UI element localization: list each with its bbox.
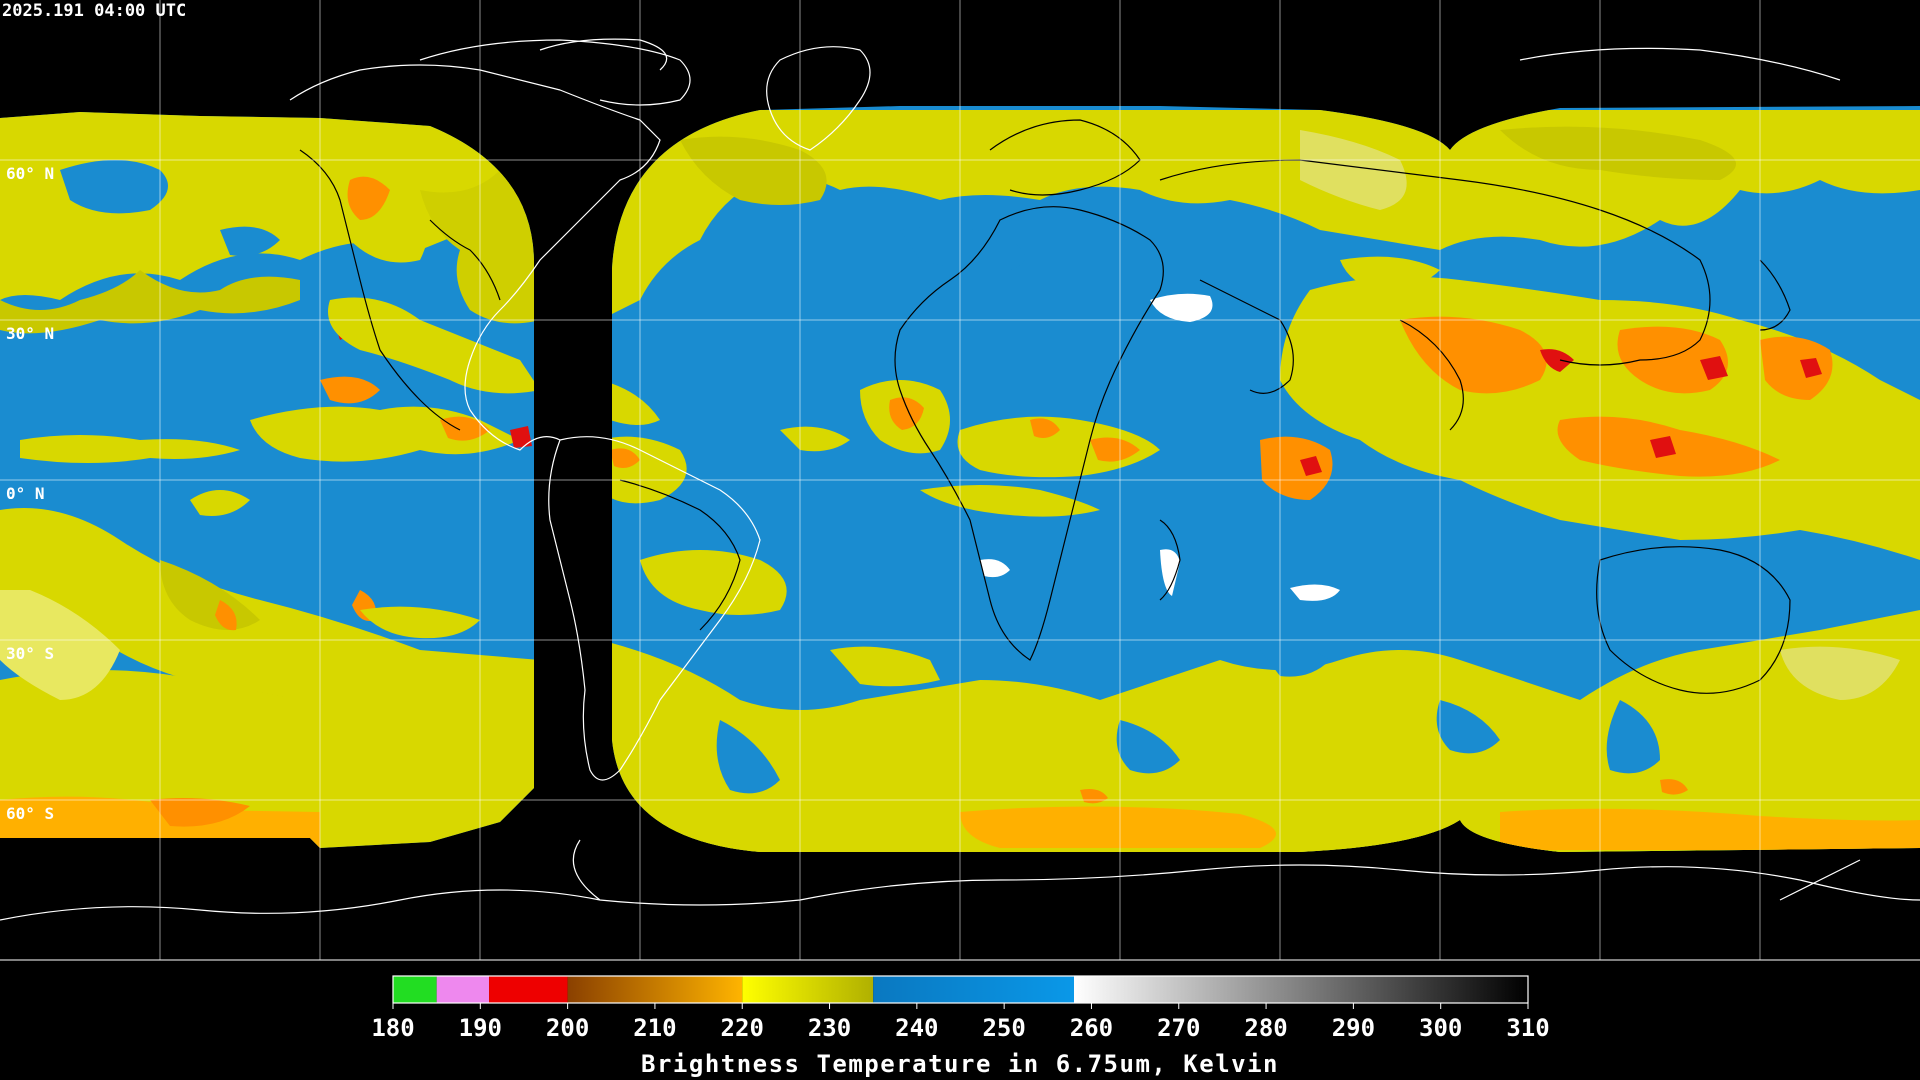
colorbar-tick-label: 220	[721, 1014, 764, 1042]
timestamp: 2025.191 04:00 UTC	[2, 1, 186, 21]
coastlines	[0, 38, 1920, 921]
colorbar-tick-label: 300	[1419, 1014, 1462, 1042]
colorbar-frame	[392, 975, 1529, 1004]
lat-label-60s: 60° S	[6, 804, 54, 823]
colorbar-segment	[1074, 976, 1528, 1003]
colorbar-tick-label: 250	[982, 1014, 1025, 1042]
colorbar-segment	[489, 976, 568, 1003]
lat-label-30n: 30° N	[6, 324, 54, 343]
colorbar-tick-label: 280	[1244, 1014, 1287, 1042]
colorbar-title: Brightness Temperature in 6.75um, Kelvin	[641, 1050, 1279, 1078]
colorbar-segment	[873, 976, 1074, 1003]
colorbar-tick-label: 290	[1332, 1014, 1375, 1042]
colorbar-tick-label: 210	[633, 1014, 676, 1042]
colorbar-tick-label: 240	[895, 1014, 938, 1042]
lat-label-60n: 60° N	[6, 164, 54, 183]
center-east-satellite-coverage	[612, 106, 1920, 852]
colorbar-tick-label: 190	[459, 1014, 502, 1042]
colorbar-segment	[742, 976, 874, 1003]
colorbar-tick-label: 310	[1506, 1014, 1549, 1042]
colorbar-tick-label: 260	[1070, 1014, 1113, 1042]
lat-lon-grid	[0, 0, 1920, 960]
colorbar-tick-label: 270	[1157, 1014, 1200, 1042]
colorbar-tick-label: 180	[371, 1014, 414, 1042]
colorbar-segments	[393, 976, 1528, 1003]
colorbar-segment	[393, 976, 437, 1003]
colorbar-tick-label: 230	[808, 1014, 851, 1042]
colorbar-ticks: 180 190 200 210 220 230 240 250 260 270 280 290 300 3…	[371, 1003, 1550, 1042]
colorbar-tick-label: 200	[546, 1014, 589, 1042]
colorbar: 180 190 200 210 220 230 240 250 260 270 280 290 300 3…	[371, 975, 1550, 1078]
lat-label-30s: 30° S	[6, 644, 54, 663]
lat-label-0n: 0° N	[6, 484, 45, 503]
colorbar-segment	[436, 976, 490, 1003]
colorbar-segment	[567, 976, 743, 1003]
